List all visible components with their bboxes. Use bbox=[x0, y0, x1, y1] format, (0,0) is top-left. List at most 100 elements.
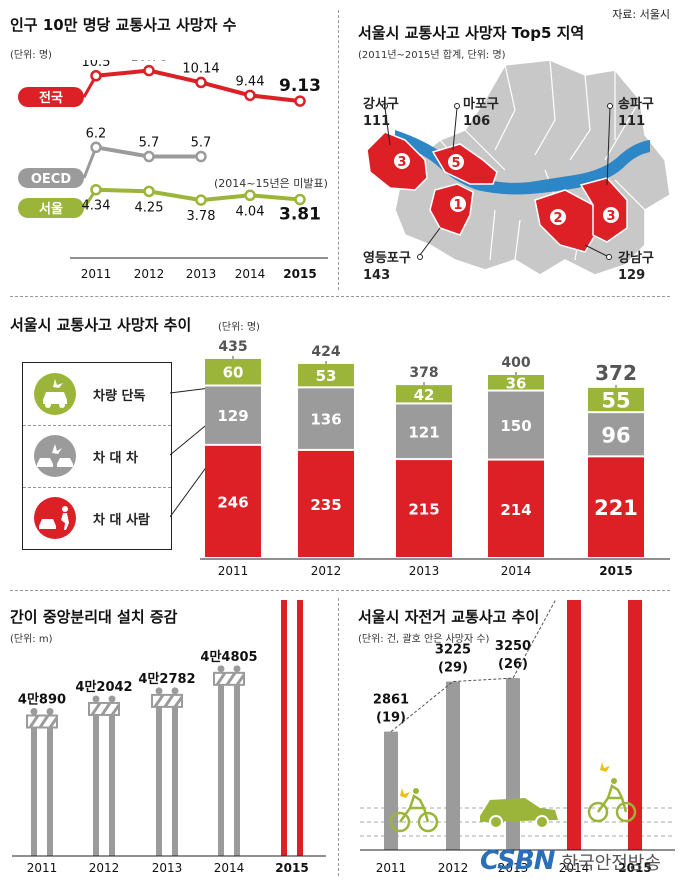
bike-wheel bbox=[389, 811, 411, 833]
barrier-stripes bbox=[215, 671, 246, 686]
data-label: 10.78 bbox=[130, 60, 167, 65]
series-badge-label: OECD bbox=[31, 172, 71, 187]
segment-label: 221 bbox=[594, 496, 638, 520]
stack-segment bbox=[396, 385, 452, 403]
data-label: 10.5 bbox=[82, 60, 111, 70]
data-label: 6.2 bbox=[86, 126, 107, 141]
bicycle-bar bbox=[628, 600, 642, 850]
stack-segment bbox=[588, 457, 644, 557]
series-badge bbox=[18, 168, 84, 188]
stack-segment bbox=[588, 413, 644, 456]
bike-frame bbox=[596, 784, 628, 813]
series-badge-label: 전국 bbox=[39, 90, 63, 106]
total-label: 435 bbox=[218, 339, 247, 355]
svg-text:2: 2 bbox=[553, 211, 562, 226]
data-point bbox=[244, 189, 256, 202]
bicycle-bar bbox=[567, 600, 581, 850]
rank-marker-yeongdeungpo: 1 bbox=[448, 194, 468, 214]
data-label: 4.34 bbox=[82, 199, 111, 214]
car-crash-icon bbox=[34, 373, 76, 415]
segment-label: 215 bbox=[408, 501, 439, 519]
barrier-stripes bbox=[90, 702, 121, 716]
data-point bbox=[90, 141, 102, 154]
series-badge bbox=[18, 198, 84, 218]
segment-label: 36 bbox=[506, 374, 527, 392]
barrier-lamp bbox=[171, 687, 179, 695]
legend-label: 차 대 사람 bbox=[93, 513, 150, 528]
segment-label: 129 bbox=[217, 407, 248, 425]
bike-wheel bbox=[417, 811, 439, 833]
svg-text:1: 1 bbox=[453, 198, 462, 213]
total-label: 400 bbox=[501, 355, 530, 371]
segment-label: 53 bbox=[316, 367, 337, 385]
data-label: 10.14 bbox=[182, 61, 219, 76]
bar-value-label: 4만890 bbox=[18, 691, 66, 707]
rank-marker-songpa: 3 bbox=[601, 205, 621, 225]
median-panel-unit: (단위: m) bbox=[10, 634, 53, 645]
data-label: 4.04 bbox=[236, 204, 265, 219]
stack-segment bbox=[205, 445, 261, 557]
district-label-gangnam: 강남구 129 bbox=[618, 251, 654, 283]
x-tick-label: 2011 bbox=[218, 564, 249, 578]
barrier-lamp bbox=[233, 665, 241, 673]
district-label-gangseo: 강서구 111 bbox=[363, 97, 399, 129]
watermark: CSBN 한국안전방송 bbox=[480, 846, 661, 876]
barrier-lamp bbox=[92, 695, 100, 703]
bike-wheel bbox=[587, 801, 609, 823]
data-point bbox=[195, 194, 207, 206]
stack-segment bbox=[205, 386, 261, 444]
bar-value-label: 4만2042 bbox=[75, 679, 132, 695]
median-panel-title: 간이 중앙분리대 설치 증감 bbox=[10, 608, 178, 626]
rank-marker-gangseo: 3 bbox=[392, 151, 412, 171]
bicycle-accident-chart: 2861(19)20113225(29)20123250(26)20134065… bbox=[360, 600, 675, 875]
bar-value-label: 2861 bbox=[373, 693, 409, 708]
car-wheel bbox=[535, 815, 549, 829]
segment-label: 136 bbox=[310, 411, 341, 429]
bar-deaths-label: (29) bbox=[438, 661, 468, 676]
x-tick-label: 2013 bbox=[409, 564, 440, 578]
data-point bbox=[195, 76, 207, 89]
x-tick-label: 2015 bbox=[275, 861, 308, 875]
total-label: 372 bbox=[595, 361, 637, 385]
svg-text:5: 5 bbox=[451, 156, 460, 171]
stack-segment bbox=[205, 358, 261, 385]
barrier-post bbox=[281, 600, 287, 856]
cyclist-head bbox=[611, 778, 617, 784]
bar-value-label: 3250 bbox=[495, 639, 531, 654]
district-label-songpa: 송파구 111 bbox=[618, 97, 654, 129]
barrier-lamp bbox=[108, 695, 116, 703]
bar-value-label: 3225 bbox=[435, 643, 471, 658]
trend-legend: 차량 단독 차 대 차 차 대 사람 bbox=[22, 362, 172, 550]
barrier-post bbox=[218, 684, 224, 856]
car-wheel bbox=[489, 815, 503, 829]
rate-line-chart: 전국 10.5 10.78 10.14 9.44 9.13 OECD 6.2 5.7 5.7 서울 4… bbox=[18, 60, 328, 281]
bicycle-bar bbox=[384, 731, 398, 850]
trend-panel-unit: (단위: 명) bbox=[218, 322, 260, 333]
stack-segment bbox=[396, 404, 452, 459]
series-badge-label: 서울 bbox=[39, 201, 63, 217]
bicycle-bar bbox=[506, 678, 520, 850]
segment-label: 96 bbox=[601, 423, 630, 447]
barrier-post bbox=[93, 714, 99, 856]
rank-marker-gangnam: 2 bbox=[548, 207, 568, 227]
data-point bbox=[294, 193, 306, 206]
barrier-post bbox=[31, 727, 37, 856]
legend-item-car-to-car: 차 대 차 bbox=[23, 425, 171, 488]
watermark-text: 한국안전방송 bbox=[561, 853, 661, 874]
bar-value-label: 4만4805 bbox=[200, 649, 257, 665]
barrier-post bbox=[109, 714, 115, 856]
data-point bbox=[294, 95, 306, 107]
trend-panel-title: 서울시 교통사고 사망자 추이 bbox=[10, 316, 192, 334]
barrier-lamp bbox=[30, 707, 38, 715]
series-badge bbox=[18, 87, 84, 107]
rank-marker-mapo: 5 bbox=[446, 152, 466, 172]
x-tick-label: 2011 bbox=[376, 861, 407, 875]
barrier-post bbox=[172, 706, 178, 856]
data-point bbox=[244, 89, 256, 102]
rate-panel-unit: (단위: 명) bbox=[10, 50, 52, 61]
district-label-mapo: 마포구 106 bbox=[463, 97, 499, 129]
x-tick-label: 2015 bbox=[599, 564, 632, 578]
total-label: 378 bbox=[409, 365, 438, 381]
segment-label: 235 bbox=[310, 496, 341, 514]
stack-segment bbox=[298, 450, 354, 557]
